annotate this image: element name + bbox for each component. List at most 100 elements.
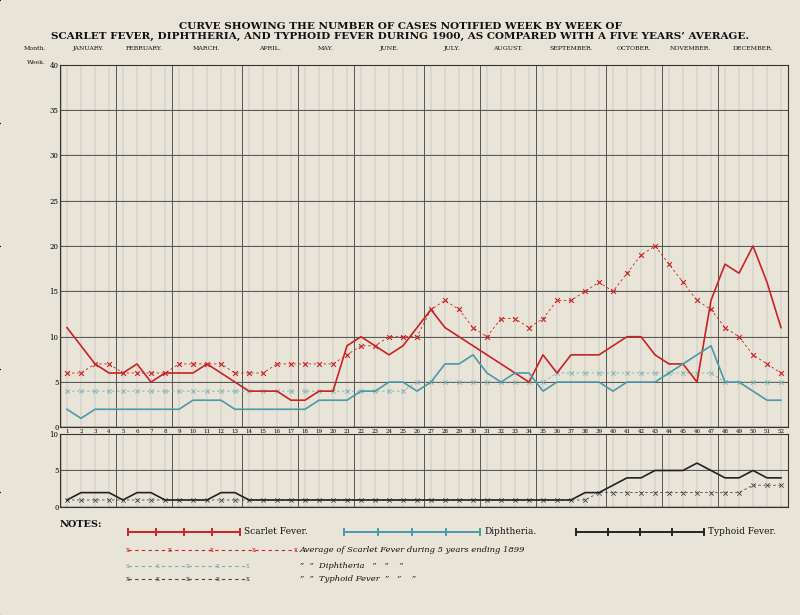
Point <box>145 386 158 396</box>
Point <box>130 495 143 505</box>
Point <box>509 377 522 387</box>
Point <box>425 495 438 505</box>
Point <box>649 488 662 498</box>
Text: x: x <box>252 546 256 555</box>
Text: Diphtheria.: Diphtheria. <box>484 528 536 536</box>
Point <box>341 386 354 396</box>
Point <box>61 495 74 505</box>
Point <box>201 495 214 505</box>
Text: NOTES:: NOTES: <box>60 520 102 529</box>
Point <box>341 350 354 360</box>
Point <box>705 304 718 314</box>
Text: x: x <box>246 561 250 570</box>
Point <box>761 359 774 369</box>
Point <box>186 495 199 505</box>
Point <box>341 495 354 505</box>
Text: DECEMBER.: DECEMBER. <box>733 46 774 51</box>
Point <box>550 296 563 306</box>
Text: x: x <box>126 561 130 570</box>
Point <box>690 296 703 306</box>
Point <box>298 359 311 369</box>
Point <box>593 277 606 287</box>
Point <box>718 488 731 498</box>
Point <box>578 287 591 296</box>
Point <box>438 296 451 306</box>
Point <box>89 495 102 505</box>
Text: x: x <box>156 575 160 584</box>
Point <box>369 341 382 351</box>
Point <box>746 377 759 387</box>
Text: FEBRUARY.: FEBRUARY. <box>126 46 162 51</box>
Point <box>117 495 130 505</box>
Point <box>397 386 410 396</box>
Text: ”  ”  Diphtheria   ”   ”    ”: ” ” Diphtheria ” ” ” <box>300 561 403 570</box>
Point <box>145 368 158 378</box>
Text: SCARLET FEVER, DIPHTHERIA, AND TYPHOID FEVER DURING 1900, AS COMPARED WITH A FIV: SCARLET FEVER, DIPHTHERIA, AND TYPHOID F… <box>51 32 749 41</box>
Point <box>677 488 690 498</box>
Point <box>173 386 186 396</box>
Text: Average of Scarlet Fever during 5 years ending 1899: Average of Scarlet Fever during 5 years … <box>300 546 526 555</box>
Point <box>550 368 563 378</box>
Point <box>410 377 423 387</box>
Point <box>173 359 186 369</box>
Point <box>425 377 438 387</box>
Point <box>326 359 339 369</box>
Point <box>522 495 535 505</box>
Text: x: x <box>168 546 172 555</box>
Point <box>242 495 255 505</box>
Point <box>270 495 283 505</box>
Point <box>74 368 87 378</box>
Point <box>578 368 591 378</box>
Point <box>285 386 298 396</box>
Point <box>690 488 703 498</box>
Point <box>606 488 619 498</box>
Point <box>438 495 451 505</box>
Text: Week.: Week. <box>27 60 46 65</box>
Text: x: x <box>186 575 190 584</box>
Point <box>257 386 270 396</box>
Point <box>145 495 158 505</box>
Point <box>270 386 283 396</box>
Text: ”  ”  Typhoid Fever  ”   ”    ”: ” ” Typhoid Fever ” ” ” <box>300 575 416 584</box>
Point <box>130 386 143 396</box>
Point <box>509 495 522 505</box>
Point <box>158 495 171 505</box>
Point <box>690 368 703 378</box>
Text: JULY.: JULY. <box>443 46 461 51</box>
Point <box>369 495 382 505</box>
Point <box>550 495 563 505</box>
Point <box>158 368 171 378</box>
Text: Month.: Month. <box>23 46 46 51</box>
Point <box>61 386 74 396</box>
Point <box>481 495 494 505</box>
Point <box>606 368 619 378</box>
Point <box>705 368 718 378</box>
Point <box>285 359 298 369</box>
Point <box>481 377 494 387</box>
Point <box>425 304 438 314</box>
Text: CURVE SHOWING THE NUMBER OF CASES NOTIFIED WEEK BY WEEK OF: CURVE SHOWING THE NUMBER OF CASES NOTIFI… <box>178 22 622 31</box>
Text: JUNE.: JUNE. <box>379 46 399 51</box>
Point <box>578 495 591 505</box>
Point <box>453 495 466 505</box>
Point <box>242 368 255 378</box>
Point <box>677 277 690 287</box>
Point <box>746 350 759 360</box>
Point <box>662 260 675 269</box>
Point <box>298 495 311 505</box>
Point <box>117 368 130 378</box>
Point <box>494 377 507 387</box>
Point <box>453 377 466 387</box>
Text: NOVEMBER.: NOVEMBER. <box>670 46 710 51</box>
Point <box>634 488 647 498</box>
Point <box>662 488 675 498</box>
Point <box>410 495 423 505</box>
Point <box>537 495 550 505</box>
Point <box>621 488 634 498</box>
Point <box>270 359 283 369</box>
Point <box>494 495 507 505</box>
Point <box>621 268 634 278</box>
Text: AUGUST.: AUGUST. <box>493 46 523 51</box>
Point <box>537 314 550 323</box>
Point <box>634 368 647 378</box>
